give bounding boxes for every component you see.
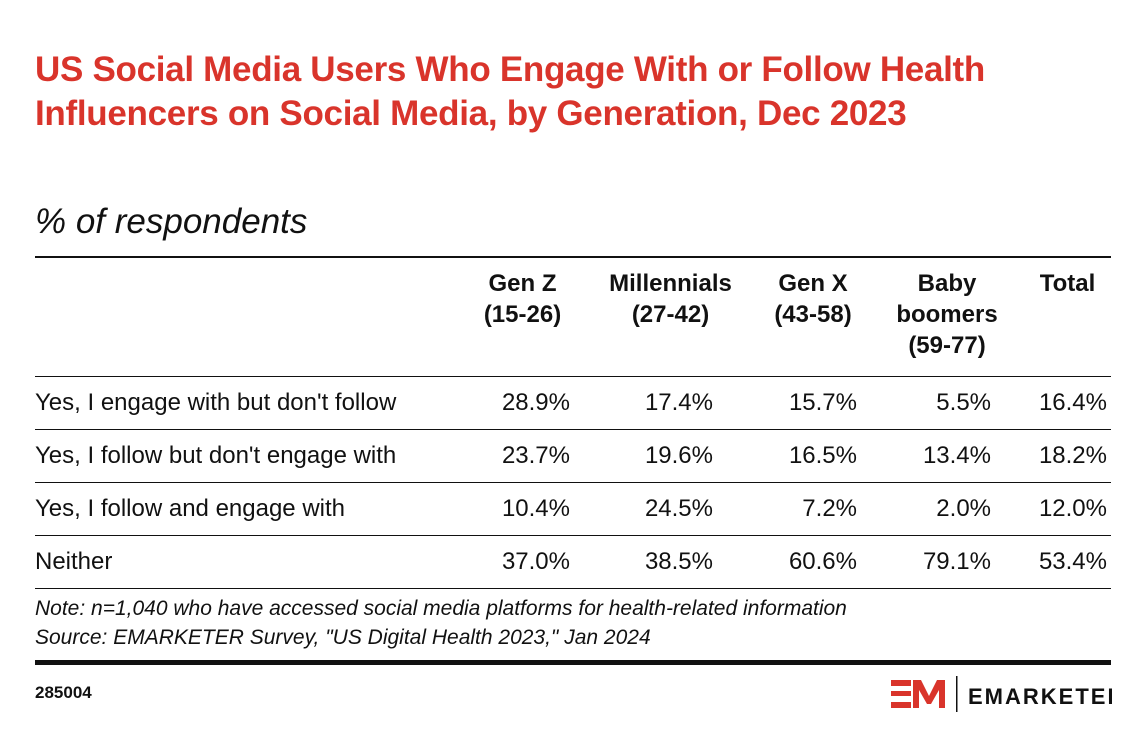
table-cell: 16.4%	[1038, 389, 1107, 416]
table-cell: 10.4%	[501, 495, 570, 522]
bottom-rule	[35, 660, 1111, 665]
table-cell: 17.4%	[644, 389, 713, 416]
row-label: Yes, I follow and engage with	[35, 495, 345, 522]
top-rule	[35, 256, 1111, 258]
header-baby-boomers: Baby boomers (59-77)	[896, 270, 998, 359]
em-logo-icon	[891, 680, 945, 708]
table-cell: 15.7%	[788, 389, 857, 416]
table-cell: 13.4%	[922, 442, 991, 469]
chart-note: Note: n=1,040 who have accessed social m…	[35, 597, 847, 620]
header-gen-z: Gen Z (15-26)	[483, 270, 562, 328]
chart-source: Source: EMARKETER Survey, "US Digital He…	[35, 626, 651, 649]
row-divider	[35, 376, 1111, 378]
table-cell: 18.2%	[1038, 442, 1107, 469]
table-cell: 2.0%	[936, 495, 991, 522]
table-cell: 37.0%	[501, 548, 570, 575]
chart-title: US Social Media Users Who Engage With or…	[35, 50, 985, 133]
header-total: Total	[1039, 270, 1096, 297]
table-cell: 7.2%	[802, 495, 857, 522]
table-cell: 16.5%	[788, 442, 857, 469]
table-cell: 24.5%	[644, 495, 713, 522]
table-cell: 28.9%	[501, 389, 570, 416]
row-label: Yes, I follow but don't engage with	[35, 442, 397, 469]
table-cell: 60.6%	[788, 548, 857, 575]
table-cell: 12.0%	[1038, 495, 1107, 522]
chart-id: 285004	[35, 683, 92, 702]
table-cell: 53.4%	[1038, 548, 1107, 575]
table-cell: 5.5%	[936, 389, 991, 416]
chart-subtitle: % of respondents	[35, 202, 308, 241]
row-divider	[35, 535, 1111, 537]
brand-wordmark: EMARKETER	[968, 684, 1112, 709]
row-divider	[35, 588, 1111, 590]
table-cell: 23.7%	[501, 442, 570, 469]
table-cell: 19.6%	[644, 442, 713, 469]
table-cell: 38.5%	[644, 548, 713, 575]
header-millennials: Millennials (27-42)	[609, 270, 732, 328]
row-label: Neither	[35, 548, 113, 575]
emarketer-logo: EMARKETER	[891, 676, 1112, 712]
row-divider	[35, 482, 1111, 484]
row-divider	[35, 429, 1111, 431]
row-label: Yes, I engage with but don't follow	[35, 389, 397, 416]
header-gen-x: Gen X (43-58)	[774, 270, 852, 328]
table-cell: 79.1%	[922, 548, 991, 575]
